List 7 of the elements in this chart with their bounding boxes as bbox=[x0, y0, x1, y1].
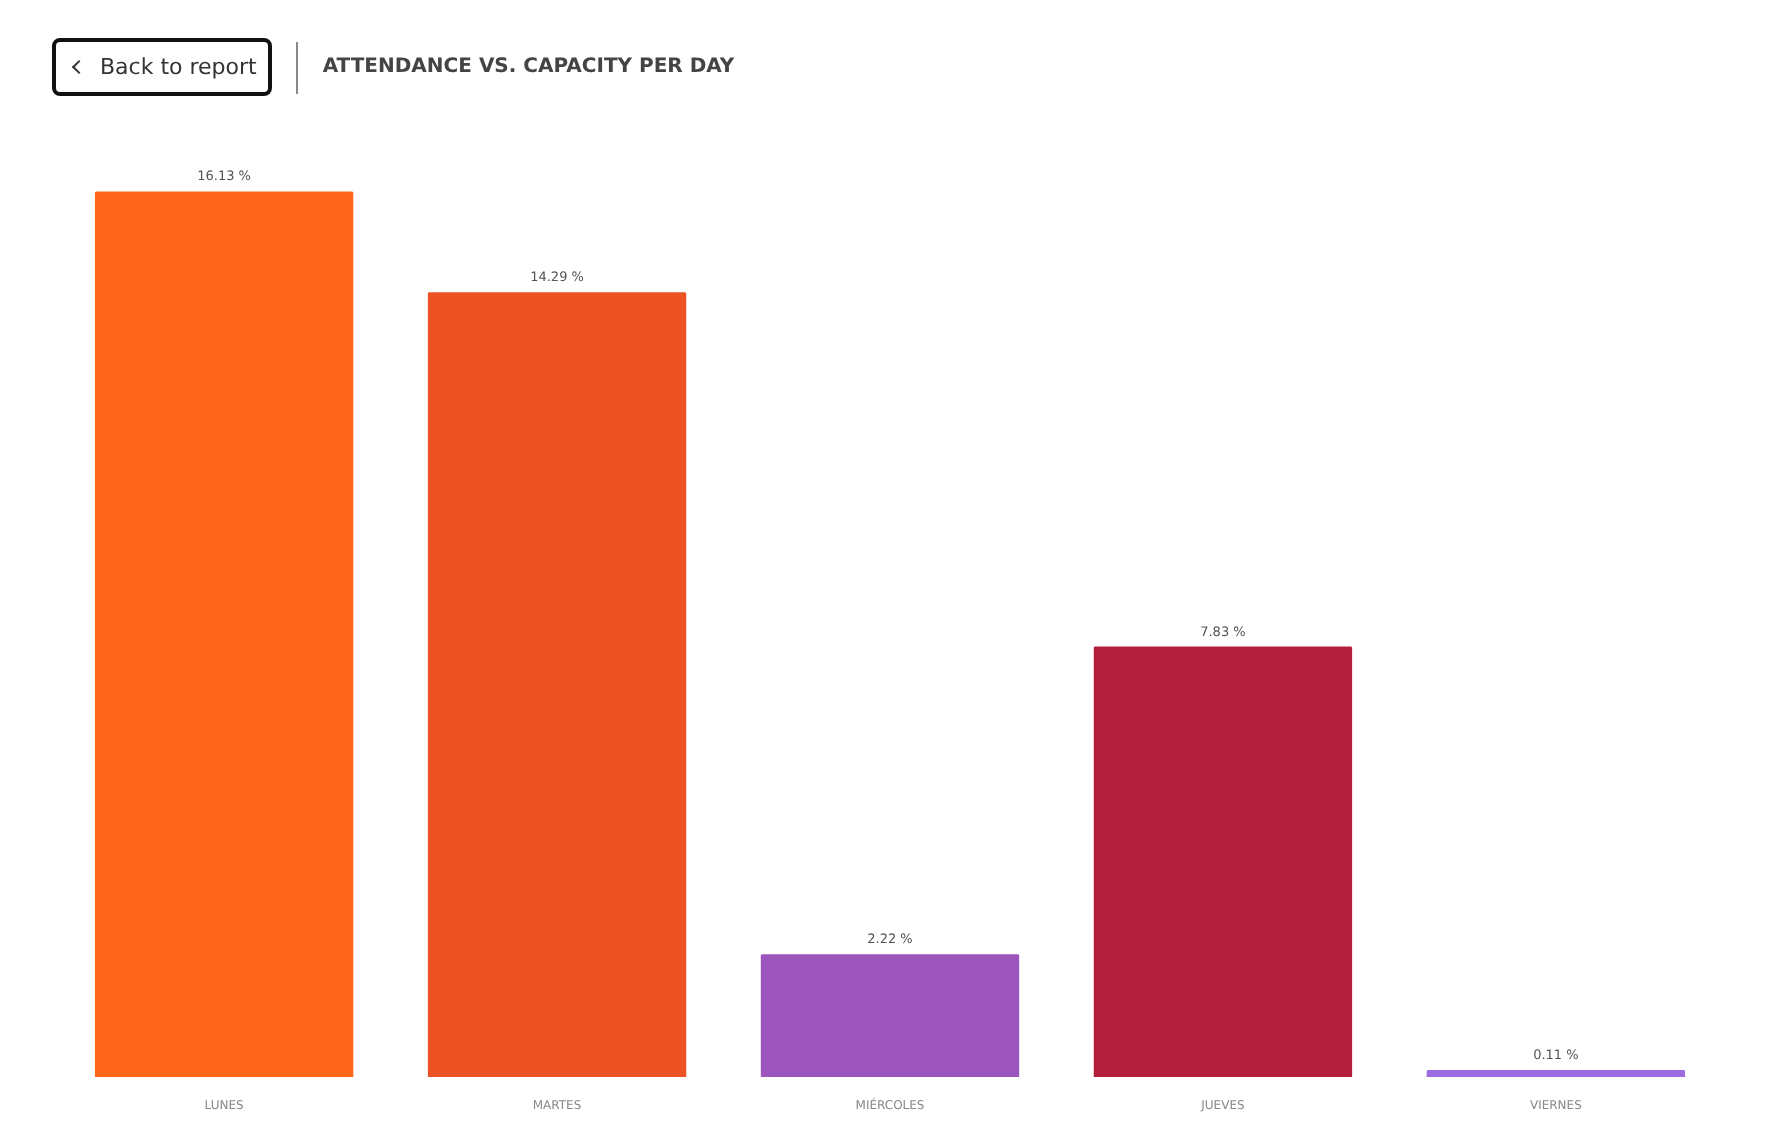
bar bbox=[1093, 646, 1353, 1077]
bar bbox=[1426, 1069, 1686, 1077]
bar bbox=[760, 954, 1020, 1077]
bar bbox=[94, 191, 354, 1077]
bar bbox=[427, 292, 687, 1077]
chart-title: ATTENDANCE VS. CAPACITY PER DAY bbox=[322, 56, 735, 78]
button-back: Back to report bbox=[52, 38, 273, 96]
